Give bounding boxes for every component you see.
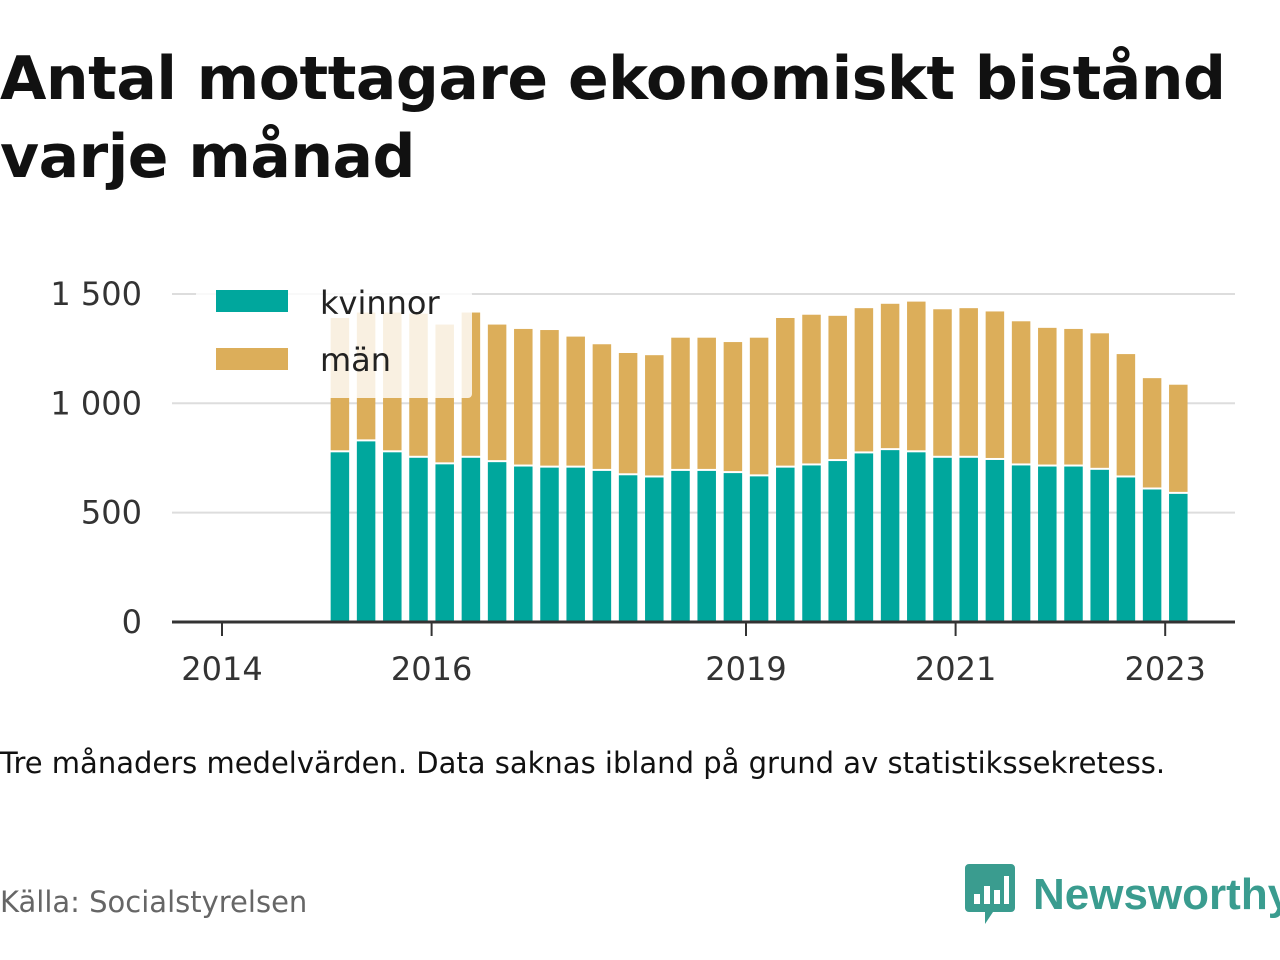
newsworthy-logo-icon [965, 864, 1015, 924]
bar-kvinnor [959, 457, 978, 622]
x-tick-label: 2016 [391, 650, 472, 688]
bar-man [854, 308, 874, 452]
bar-man [592, 344, 612, 469]
bar-kvinnor [618, 475, 638, 622]
brand-name: Newsworthy [1033, 870, 1280, 919]
legend-label-kvinnor: kvinnor [320, 284, 441, 322]
bar-man [749, 337, 769, 475]
bar-man [540, 330, 559, 466]
bar-kvinnor [854, 453, 874, 622]
bar-kvinnor [1169, 493, 1188, 622]
bar-kvinnor [697, 470, 716, 622]
bar-man [645, 355, 664, 476]
bar-man [828, 315, 847, 460]
y-tick-label: 1 500 [50, 275, 142, 313]
bar-kvinnor [749, 476, 769, 622]
x-tick-label: 2023 [1124, 650, 1205, 688]
bar-kvinnor [1011, 465, 1031, 622]
y-tick-label: 0 [122, 603, 142, 641]
x-tick-label: 2019 [705, 650, 786, 688]
legend-swatch-kvinnor [216, 290, 288, 312]
bar-man [907, 301, 926, 451]
bar-man [933, 309, 952, 456]
bar-kvinnor [828, 461, 847, 622]
bar-man [566, 336, 585, 466]
stacked-bar-chart: 0 500 1 000 1 500 2014 2016 2019 2021 2023 kvin… [50, 275, 1235, 688]
bar-man [802, 314, 821, 464]
bar-kvinnor [907, 452, 926, 622]
bar-man [1064, 328, 1083, 465]
bar-man [514, 328, 533, 465]
bar-kvinnor [461, 457, 481, 622]
bar-kvinnor [566, 467, 585, 622]
y-axis-ticks: 0 500 1 000 1 500 [50, 275, 142, 641]
bar-kvinnor [776, 467, 795, 622]
bar-kvinnor [383, 452, 402, 622]
x-tick-label: 2014 [181, 650, 262, 688]
bar-man [1169, 384, 1188, 492]
bar-kvinnor [356, 441, 376, 622]
bar-kvinnor [487, 462, 507, 622]
bar-kvinnor [409, 457, 428, 622]
bar-man [985, 311, 1005, 458]
bar-kvinnor [802, 465, 821, 622]
bar-man [1116, 354, 1136, 476]
legend-label-man: män [320, 341, 391, 379]
chart-title: Antal mottagare ekonomiskt bistånd varje… [0, 44, 1226, 192]
bar-kvinnor [671, 470, 690, 622]
bar-man [671, 337, 690, 469]
chart-legend: kvinnor män [196, 284, 472, 398]
bar-kvinnor [1064, 466, 1083, 622]
x-axis-ticks: 2014 2016 2019 2021 2023 [181, 622, 1206, 688]
bar-kvinnor [330, 452, 350, 622]
bar-man [880, 303, 900, 449]
bar-man [776, 318, 795, 466]
bar-kvinnor [880, 450, 900, 622]
legend-swatch-man [216, 348, 288, 370]
bar-man [618, 352, 638, 474]
bar-kvinnor [985, 459, 1005, 622]
chart-note: Tre månaders medelvärden. Data saknas ib… [0, 746, 1166, 780]
bar-kvinnor [435, 464, 454, 622]
bar-man [1038, 327, 1057, 465]
bar-kvinnor [1116, 477, 1136, 622]
bar-man [723, 342, 743, 472]
bar-kvinnor [540, 467, 559, 622]
newsworthy-brand: Newsworthy [965, 863, 1280, 927]
bar-kvinnor [1090, 469, 1109, 622]
bars [330, 301, 1188, 622]
bar-man [959, 308, 978, 456]
source-text: Källa: Socialstyrelsen [0, 885, 308, 919]
bar-kvinnor [645, 477, 664, 622]
bar-kvinnor [592, 470, 612, 622]
bar-man [697, 337, 716, 469]
bar-man [1011, 321, 1031, 464]
bar-man [1142, 378, 1162, 488]
bar-kvinnor [1038, 466, 1057, 622]
bar-man [1090, 333, 1109, 468]
bar-kvinnor [514, 466, 533, 622]
bar-kvinnor [1142, 489, 1162, 622]
x-tick-label: 2021 [915, 650, 996, 688]
bar-kvinnor [723, 473, 743, 622]
bar-man [487, 324, 507, 461]
y-tick-label: 500 [81, 494, 142, 532]
legend-background [196, 290, 472, 398]
y-tick-label: 1 000 [50, 384, 142, 422]
bar-kvinnor [933, 457, 952, 622]
